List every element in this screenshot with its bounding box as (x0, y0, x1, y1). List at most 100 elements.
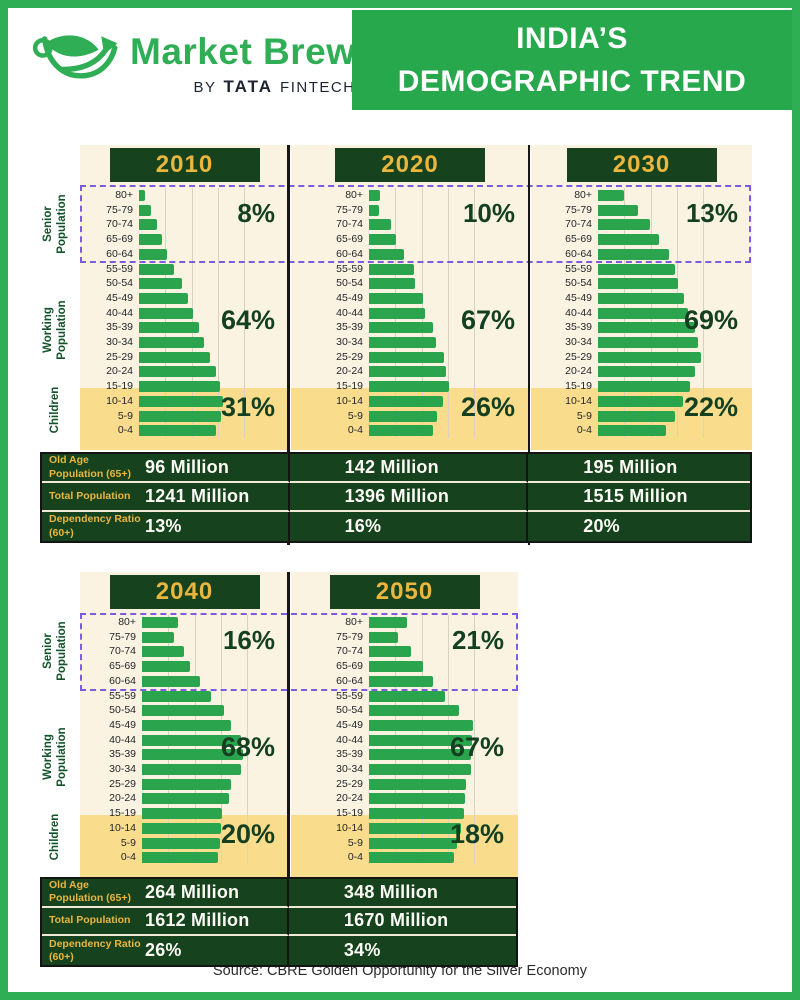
stat-value-2020-old_age_population_65plus: 142 Million (344, 457, 439, 477)
bar-2030-35-39 (598, 322, 695, 334)
bar-2010-45-49 (139, 292, 189, 304)
band-label-working: Working Population (42, 300, 68, 360)
bar-2050-40-44 (369, 734, 472, 746)
stat-cell-2020-dependency_ratio_60plus: 16% (289, 512, 529, 541)
bar-2030-65-69 (598, 234, 659, 246)
age-label: 65-69 (109, 660, 136, 673)
age-label: 50-54 (565, 277, 592, 290)
bar-2010-60-64 (139, 248, 168, 260)
bar-2020-70-74 (369, 219, 392, 231)
bar-2020-0-4 (369, 425, 433, 437)
bar-2020-30-34 (369, 337, 437, 348)
bar-2040-35-39 (142, 749, 243, 761)
bar-2050-20-24 (369, 793, 465, 805)
page-title-line2: DEMOGRAPHIC TREND (397, 65, 747, 98)
age-label: 10-14 (336, 394, 363, 407)
age-label: 45-49 (106, 291, 133, 304)
age-label: 25-29 (336, 777, 363, 790)
stat-cell-2040-dependency_ratio_60plus: Dependency Ratio (60+) 26% (42, 936, 289, 965)
brand-byline: BY TATA FINTECH (130, 77, 356, 97)
byline-fintech: FINTECH (280, 79, 356, 97)
pct-senior-2030: 13% (685, 198, 738, 228)
stat-label-dependency_ratio_60plus: Dependency Ratio (60+) (49, 937, 141, 963)
bar-2040-10-14 (142, 822, 221, 834)
age-label: 25-29 (565, 350, 592, 363)
age-label: 0-4 (576, 424, 592, 437)
band-label-children: Children (49, 813, 62, 861)
stat-cell-2040-total_population: Total Population 1612 Million (42, 907, 289, 937)
bar-2040-70-74 (142, 646, 184, 658)
age-label: 45-49 (565, 291, 592, 304)
bar-2040-30-34 (142, 764, 241, 775)
age-label: 35-39 (106, 321, 133, 334)
pyramid-panel-2030: 2030 80+ 75-79 70-74 65-69 60-64 55-59 50-54 45-… (531, 145, 752, 450)
bar-2050-45-49 (369, 719, 473, 731)
age-label: 30-34 (109, 763, 136, 775)
stat-value-2010-old_age_population_65plus: 96 Million (145, 457, 230, 477)
bar-2030-0-4 (598, 425, 667, 437)
bar-2020-80+ (369, 190, 380, 201)
bar-2040-60-64 (142, 675, 200, 687)
bar-2040-75-79 (142, 631, 174, 643)
stat-value-2030-total_population: 1515 Million (583, 486, 688, 506)
bar-2050-60-64 (369, 675, 433, 687)
bar-2030-55-59 (598, 263, 675, 275)
stat-label-old_age_population_65plus: Old Age Population (65+) (49, 454, 131, 480)
age-label: 30-34 (106, 336, 133, 348)
pct-working-2010: 64% (220, 305, 275, 335)
bar-2030-25-29 (598, 351, 701, 363)
bar-2020-40-44 (369, 307, 425, 319)
bar-2020-25-29 (369, 351, 444, 363)
age-label: 20-24 (109, 792, 136, 805)
bar-2020-65-69 (369, 234, 397, 246)
pct-working-2040: 68% (220, 732, 275, 762)
age-label: 15-19 (565, 380, 592, 393)
age-label: 75-79 (106, 203, 133, 216)
pct-working-2050: 67% (449, 732, 504, 762)
age-label: 60-64 (336, 247, 363, 260)
gridline (244, 188, 245, 438)
stat-value-2040-old_age_population_65plus: 264 Million (145, 881, 240, 902)
stat-value-2040-dependency_ratio_60plus: 26% (145, 940, 182, 961)
bar-2030-60-64 (598, 248, 670, 260)
age-label: 50-54 (336, 704, 363, 717)
stat-cell-2050-dependency_ratio_60plus: 34% (288, 936, 516, 965)
year-header-2040: 2040 (109, 575, 260, 609)
stat-label-old_age_population_65plus: Old Age Population (65+) (49, 879, 131, 905)
bar-2020-15-19 (369, 381, 449, 393)
bar-2010-75-79 (139, 204, 151, 216)
byline-by: BY (193, 79, 217, 97)
bar-2010-15-19 (139, 381, 220, 393)
stat-value-2050-dependency_ratio_60plus: 34% (343, 940, 381, 961)
gridline (474, 188, 475, 438)
bar-2040-25-29 (142, 778, 232, 790)
logo-text: Market Brew BY TATA FINTECH (130, 24, 356, 97)
age-label: 70-74 (336, 218, 363, 231)
page-title: INDIA’S DEMOGRAPHIC TREND (352, 10, 792, 110)
stat-label-total_population: Total Population (49, 914, 131, 927)
bar-2040-80+ (142, 617, 178, 628)
age-label: 45-49 (336, 718, 363, 731)
pct-senior-2010: 8% (237, 198, 275, 228)
bar-2040-40-44 (142, 734, 241, 746)
bar-2030-50-54 (598, 278, 678, 290)
column-divider (527, 145, 530, 545)
age-label: 40-44 (336, 733, 363, 746)
bar-2010-70-74 (139, 219, 157, 231)
age-label: 50-54 (106, 277, 133, 290)
age-label: 20-24 (565, 365, 592, 378)
age-label: 60-64 (106, 247, 133, 260)
age-label: 55-59 (106, 262, 133, 275)
gridline (703, 188, 704, 438)
age-label: 70-74 (336, 645, 363, 658)
bar-2030-45-49 (598, 292, 685, 304)
bar-2050-70-74 (369, 646, 411, 658)
age-label: 25-29 (336, 350, 363, 363)
age-label: 80+ (115, 189, 133, 201)
age-label: 40-44 (336, 306, 363, 319)
bar-2030-75-79 (598, 204, 638, 216)
charts-row-1: 2010 80+ 75-79 70-74 65-69 60-64 55-59 50-54 45-… (0, 145, 800, 545)
brand-name: Market Brew (130, 31, 356, 72)
bar-2050-35-39 (369, 749, 471, 761)
